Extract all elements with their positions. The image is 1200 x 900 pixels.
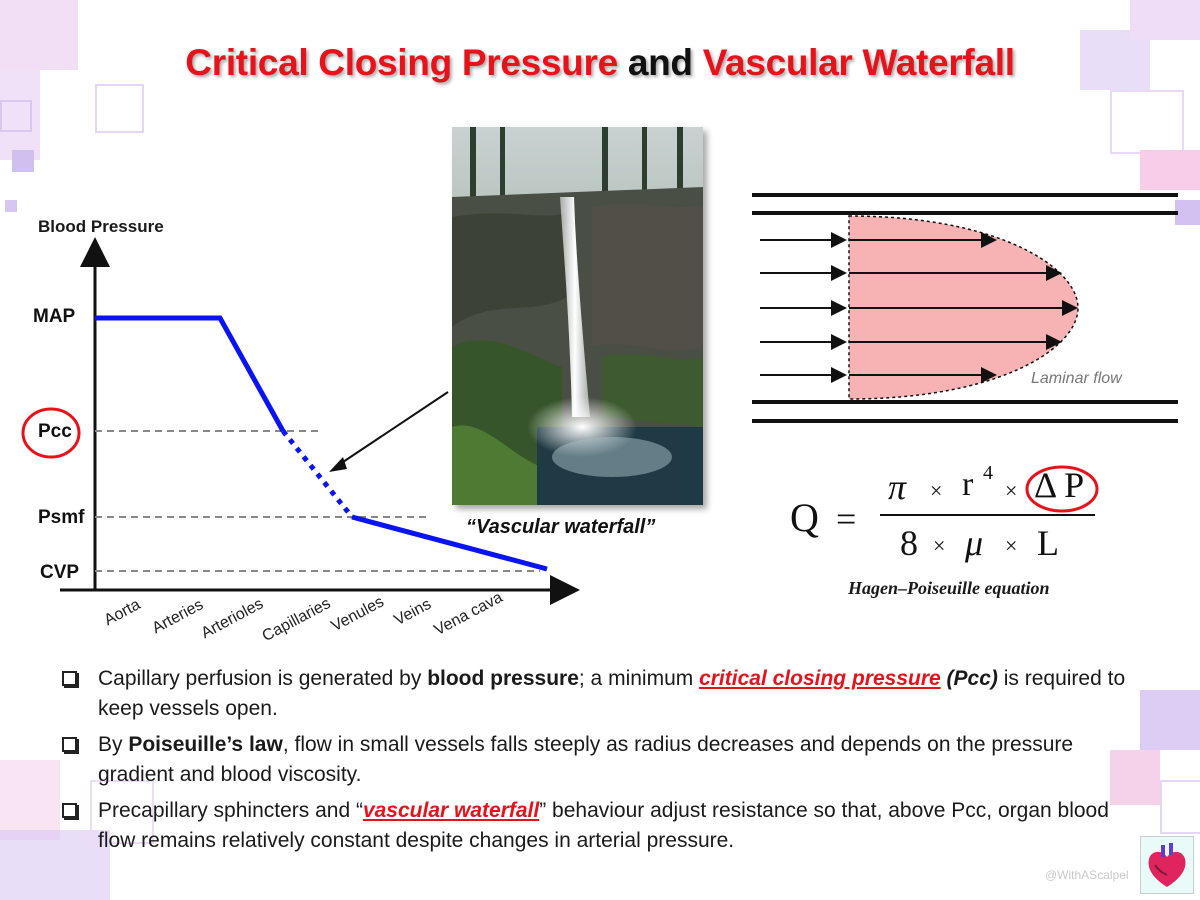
- equation-equals: =: [836, 499, 857, 539]
- heart-logo-icon: [1140, 836, 1194, 894]
- bullet-list: Capillary perfusion is generated by bloo…: [62, 664, 1142, 862]
- bullet-item: Precapillary sphincters and “vascular wa…: [62, 796, 1142, 856]
- watermark: @WithAScalpel: [1045, 868, 1129, 882]
- pressure-profile-solid-lower: [351, 514, 548, 572]
- bullet-item: Capillary perfusion is generated by bloo…: [62, 664, 1142, 724]
- equation-caption: Hagen–Poiseuille equation: [848, 578, 1050, 598]
- level-label-cvp: CVP: [40, 562, 80, 583]
- checkbox-bullet-icon: [62, 803, 77, 818]
- equation-length: L: [1037, 523, 1059, 563]
- pressure-profile-solid-upper: [95, 315, 286, 433]
- pressure-profile-dotted: [281, 429, 354, 519]
- checkbox-bullet-icon: [62, 671, 77, 686]
- title-part-and: and: [627, 42, 693, 83]
- equation-pi: π: [888, 467, 907, 507]
- title-part-waterfall: Vascular Waterfall: [702, 42, 1015, 83]
- waterfall-caption: “Vascular waterfall”: [466, 516, 656, 538]
- pcc-highlight-circle: [21, 407, 81, 459]
- laminar-flow-label: Laminar flow: [1031, 370, 1122, 387]
- level-label-psmf: Psmf: [38, 507, 85, 528]
- bullet-item: By Poiseuille’s law, flow in small vesse…: [62, 730, 1142, 790]
- equation-exponent: 4: [983, 462, 993, 484]
- delta-p-highlight-circle: [1025, 465, 1099, 513]
- title-part-critical: Critical Closing Pressure: [185, 42, 618, 83]
- equation-times-4: ×: [1005, 533, 1018, 558]
- waterfall-pointer-arrowhead: [329, 457, 347, 472]
- equation-times-1: ×: [930, 478, 943, 503]
- equation-lhs: Q: [790, 495, 819, 540]
- level-label-map: MAP: [33, 306, 76, 327]
- equation-eight: 8: [900, 523, 918, 563]
- waterfall-photo: [452, 127, 703, 505]
- equation-times-2: ×: [1005, 478, 1018, 503]
- equation-radius: r: [962, 466, 974, 503]
- level-label-pcc: Pcc: [38, 421, 72, 442]
- equation-times-3: ×: [933, 533, 946, 558]
- y-axis-title: Blood Pressure: [38, 217, 164, 236]
- equation-mu: μ: [965, 523, 984, 563]
- equation-delta-p: Δ P: [1034, 465, 1085, 505]
- waterfall-pointer-arrow: [336, 391, 449, 467]
- page-title: Critical Closing Pressure and Vascular W…: [0, 42, 1200, 84]
- checkbox-bullet-icon: [62, 737, 77, 752]
